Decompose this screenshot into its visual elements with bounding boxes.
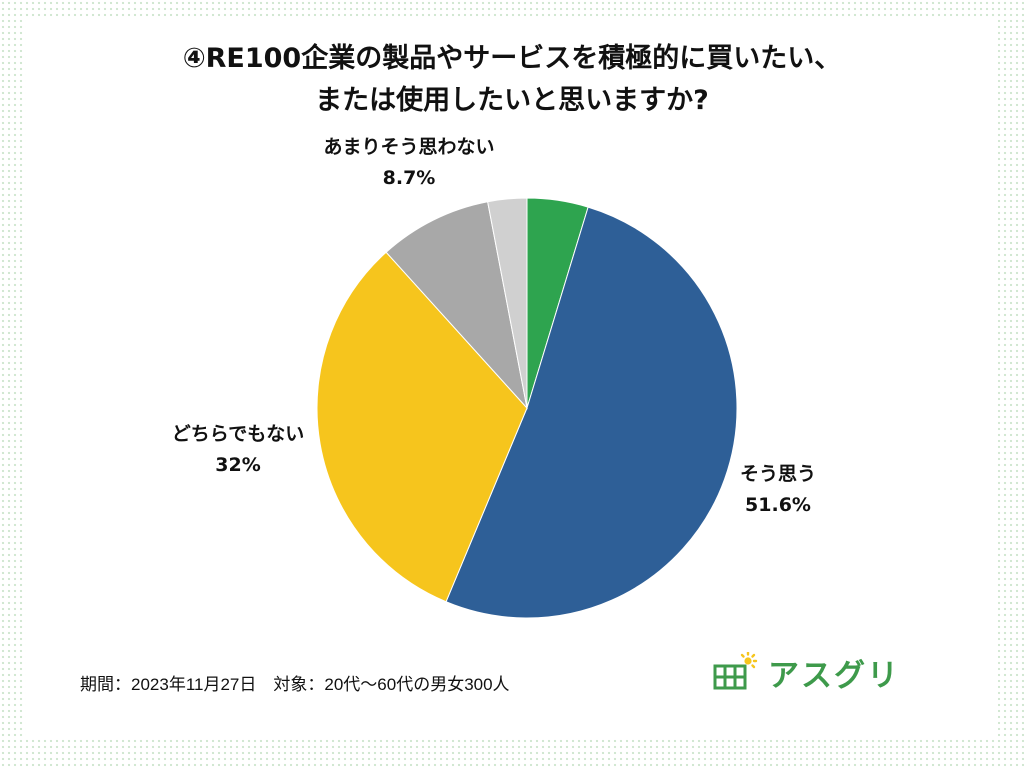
slice-value-label: 51.6% — [745, 494, 811, 516]
survey-period-note: 期間：2023年11月27日 対象：20代〜60代の男女300人 — [80, 675, 510, 694]
chart-title: ④RE100企業の製品やサービスを積極的に買いたい、 または使用したいと思います… — [0, 38, 1024, 122]
slice-label-1: そう思う 51.6% — [740, 463, 816, 516]
pie-slice-1 — [445, 206, 738, 619]
pie-slice-4 — [487, 197, 528, 409]
chart-title-line-1: ④RE100企業の製品やサービスを積極的に買いたい、 — [182, 43, 842, 74]
slice-value-label: 32% — [215, 454, 260, 476]
slice-category-label: そう思う — [740, 463, 816, 485]
slice-label-2: どちらでもない 32% — [172, 423, 304, 476]
pie-slice-2 — [316, 251, 528, 603]
pie-slice-3 — [385, 201, 528, 410]
slice-label-3: あまりそう思わない 8.7% — [323, 136, 494, 189]
slice-category-label: どちらでもない — [172, 423, 304, 445]
chart-title-line-2: または使用したいと思いますか? — [315, 85, 709, 116]
slice-category-label: あまりそう思わない — [323, 136, 494, 158]
brand-logo: アスグリ — [712, 650, 900, 694]
slice-value-label: 8.7% — [383, 167, 436, 189]
solar-panel-icon — [713, 652, 758, 690]
brand-name: アスグリ — [768, 657, 900, 694]
